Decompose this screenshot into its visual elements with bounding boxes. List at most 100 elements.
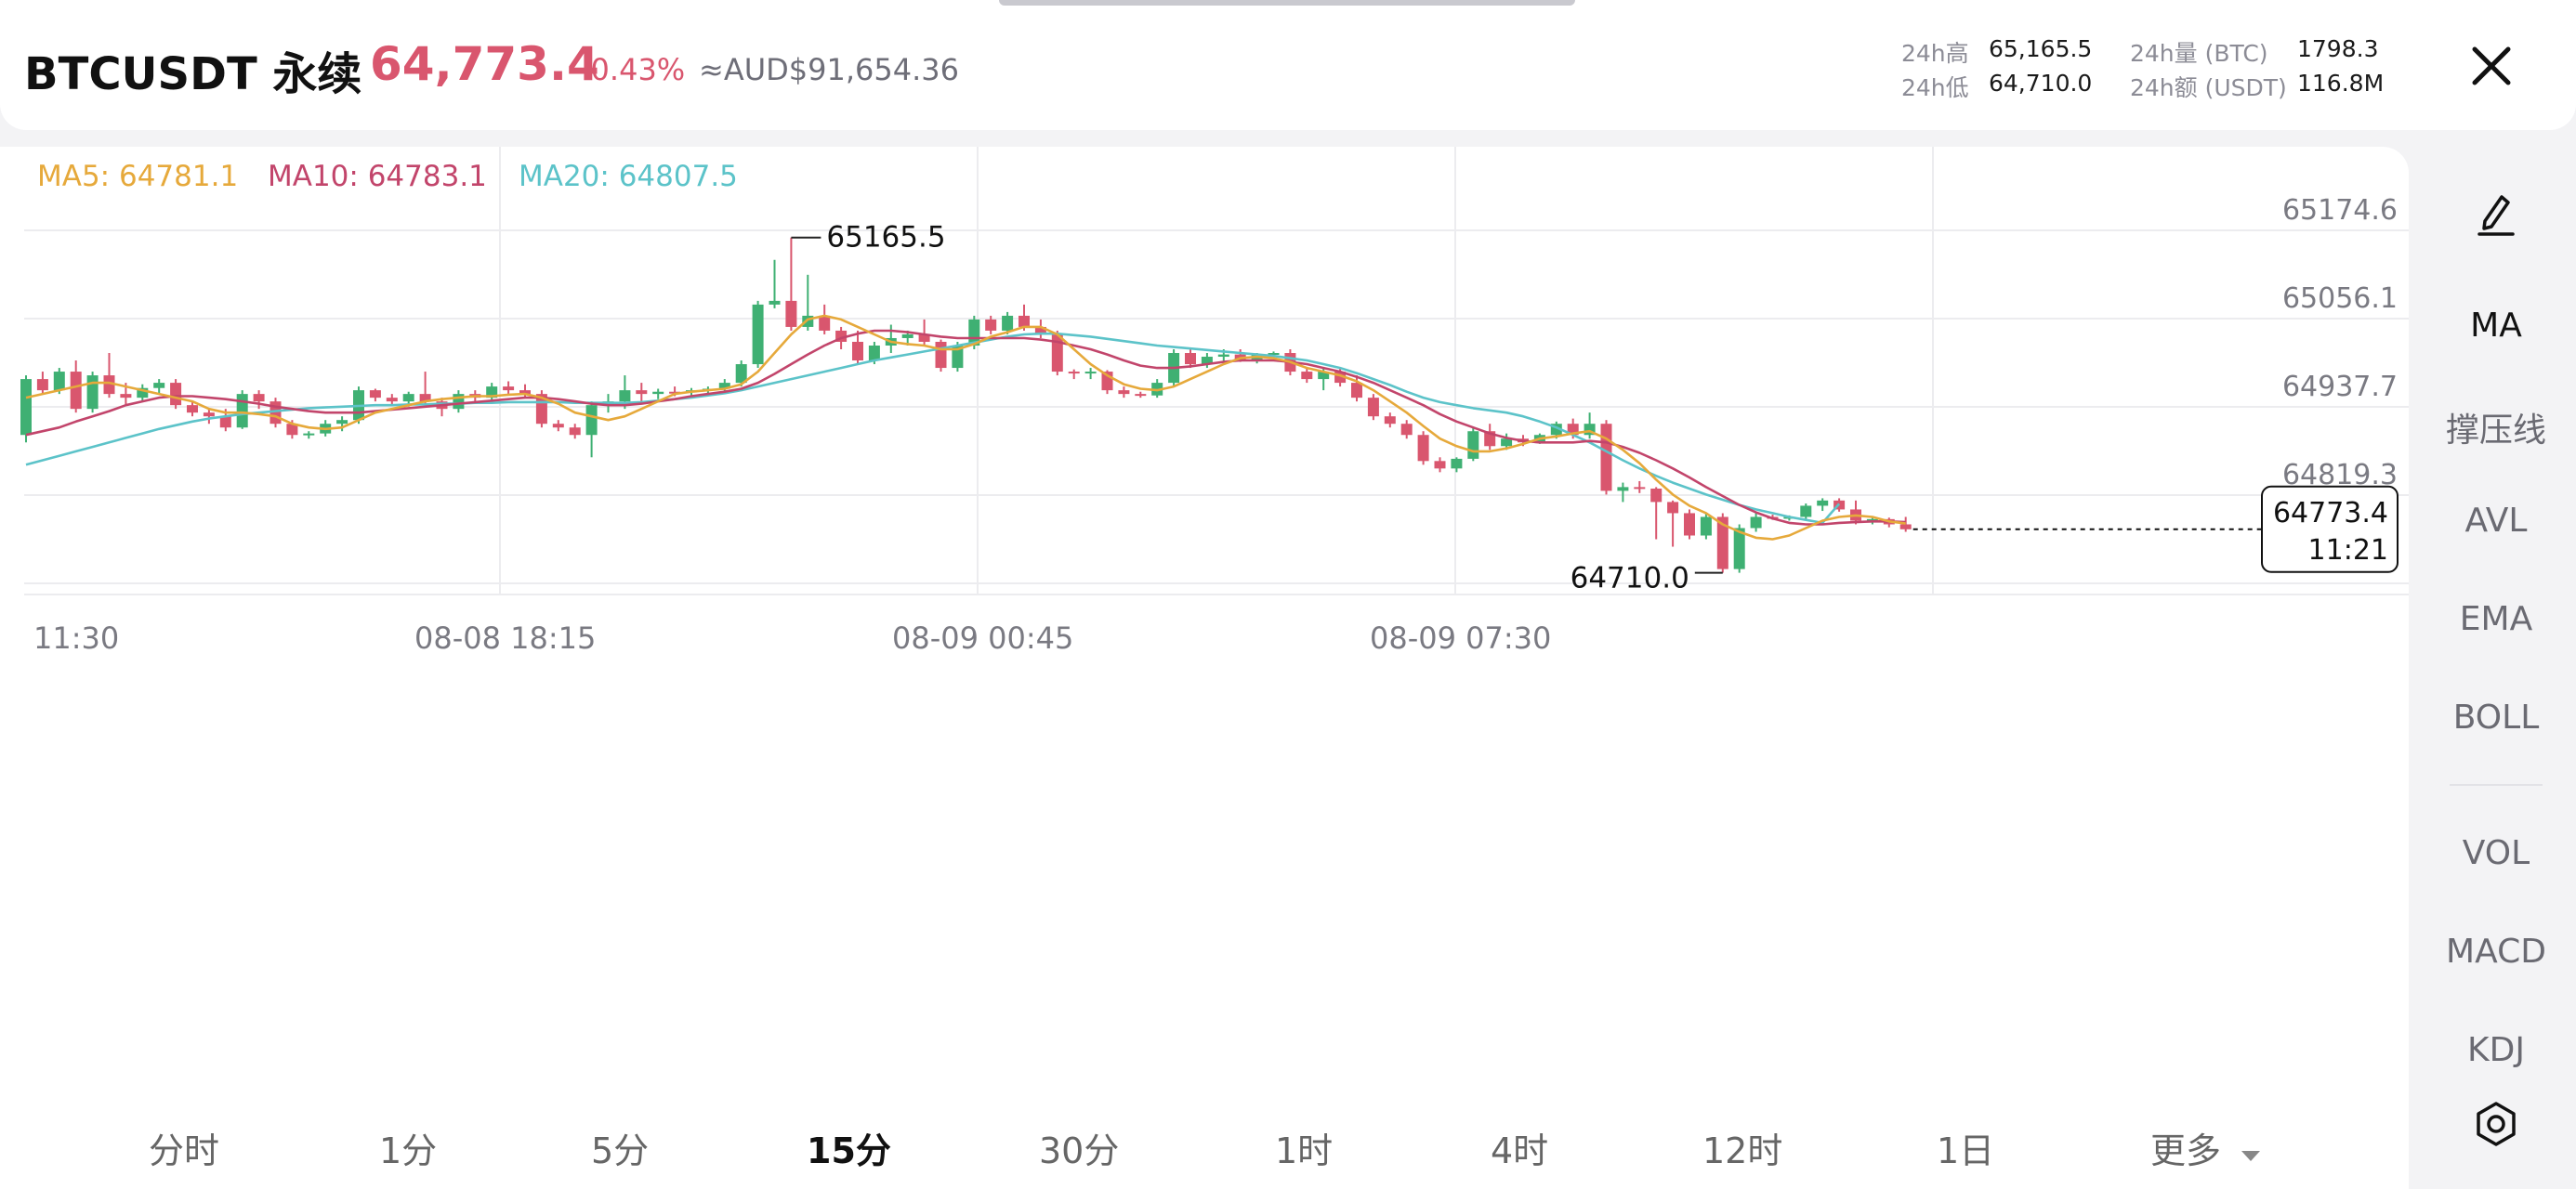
indicator-boll[interactable]: BOLL xyxy=(2452,699,2540,737)
indicator-macd[interactable]: MACD xyxy=(2446,933,2546,971)
candle-body xyxy=(1019,315,1030,327)
candle-body xyxy=(187,405,198,413)
close-icon xyxy=(2472,46,2511,85)
tab-1h[interactable]: 1时 xyxy=(1275,1130,1334,1171)
candle-body xyxy=(303,433,315,436)
x-tick-label: 08-09 00:45 xyxy=(892,621,1073,656)
candle-body xyxy=(1700,516,1712,536)
drag-handle[interactable] xyxy=(999,0,1575,6)
candle-body xyxy=(36,379,48,391)
candle-body xyxy=(552,424,564,428)
indicator-ema[interactable]: EMA xyxy=(2459,600,2533,638)
kline-chart[interactable]: 65174.665056.164937.764819.364700.811:30… xyxy=(0,147,2409,1105)
last-price-tag-countdown: 11:21 xyxy=(2308,534,2388,567)
candle-body xyxy=(203,412,215,417)
ma5-line xyxy=(25,314,1906,541)
close-button[interactable] xyxy=(2461,35,2522,97)
candle-body xyxy=(901,333,913,338)
indicator-settings-button[interactable] xyxy=(2464,1092,2528,1156)
candle-body xyxy=(137,387,149,399)
candle-body xyxy=(852,341,863,361)
indicator-avl[interactable]: AVL xyxy=(2464,502,2528,540)
draw-tool-button[interactable] xyxy=(2464,180,2528,243)
candle-body xyxy=(336,420,348,425)
candle-body xyxy=(1367,398,1379,417)
candle-body xyxy=(20,379,32,436)
ma20-line xyxy=(25,332,1841,525)
stat-label-24h-high: 24h高 xyxy=(1901,40,1969,67)
symbol-title[interactable]: BTCUSDT 永续 xyxy=(24,48,362,100)
candle-body xyxy=(1733,528,1745,569)
interval-tabs: 分时 1分 5分 15分 30分 1时 4时 12时 1日 更多 xyxy=(0,1105,2409,1189)
header-panel: BTCUSDT 永续 64,773.4 -0.43% ≈AUD$91,654.3… xyxy=(0,0,2576,130)
last-price: 64,773.4 xyxy=(370,37,599,91)
candle-body xyxy=(1434,461,1446,469)
y-tick-label: 64937.7 xyxy=(2282,371,2398,403)
candle-body xyxy=(769,300,781,305)
last-price-tag-value: 64773.4 xyxy=(2273,497,2388,529)
candle-body xyxy=(153,383,165,388)
candle-body xyxy=(1684,513,1695,536)
candle-body xyxy=(1451,458,1463,469)
candle-body xyxy=(569,427,581,436)
price-change: -0.43% xyxy=(580,52,686,87)
candle-body xyxy=(985,319,997,331)
candle-body xyxy=(785,300,797,327)
candle-body xyxy=(1600,424,1612,491)
tab-timeline[interactable]: 分时 xyxy=(149,1130,220,1171)
candle-body xyxy=(286,424,298,436)
tab-more-label: 更多 xyxy=(2150,1130,2222,1171)
y-tick-label: 65174.6 xyxy=(2282,194,2398,227)
tab-12h[interactable]: 12时 xyxy=(1702,1130,1783,1171)
candle-body xyxy=(1318,372,1330,380)
stat-value-24h-low: 64,710.0 xyxy=(1989,70,2093,97)
candle-body xyxy=(1750,516,1762,529)
high-price-label: 65165.5 xyxy=(826,221,945,255)
ma10-line xyxy=(25,329,1906,526)
candle-body xyxy=(868,345,880,361)
candle-body xyxy=(1268,353,1280,356)
tab-1d[interactable]: 1日 xyxy=(1937,1130,1995,1171)
candle-body xyxy=(1384,416,1396,425)
candle-body xyxy=(86,375,99,410)
x-tick-label: 08-08 18:15 xyxy=(414,621,596,656)
ma-legend-ma20: MA20: 64807.5 xyxy=(519,160,738,193)
candle-body xyxy=(1800,505,1812,517)
candle-body xyxy=(1084,372,1097,374)
chart-card[interactable]: 65174.665056.164937.764819.364700.811:30… xyxy=(0,147,2409,1189)
approx-fiat-price: ≈AUD$91,654.36 xyxy=(699,52,959,87)
candle-body xyxy=(103,375,115,395)
settings-icon xyxy=(2477,1102,2516,1146)
indicator-ma[interactable]: MA xyxy=(2470,307,2522,345)
candle-body xyxy=(819,315,831,331)
tab-4h[interactable]: 4时 xyxy=(1491,1130,1549,1171)
tab-30m[interactable]: 30分 xyxy=(1039,1130,1120,1171)
candle-body xyxy=(1217,354,1229,358)
candle-body xyxy=(369,390,381,399)
candle-body xyxy=(918,333,930,342)
candle-body xyxy=(219,416,231,428)
tab-15m[interactable]: 15分 xyxy=(807,1130,891,1171)
stat-value-24h-high: 65,165.5 xyxy=(1989,35,2093,62)
candle-body xyxy=(636,390,648,395)
candle-body xyxy=(386,398,398,402)
stat-label-24h-low: 24h低 xyxy=(1901,74,1969,101)
candle-body xyxy=(1467,431,1479,459)
candle-body xyxy=(585,405,598,436)
indicator-vol[interactable]: VOL xyxy=(2462,834,2530,872)
candle-body xyxy=(1866,518,1878,521)
y-tick-label: 65056.1 xyxy=(2282,282,2398,315)
indicator-kdj[interactable]: KDJ xyxy=(2467,1031,2525,1069)
tab-more[interactable]: 更多 xyxy=(2150,1122,2262,1173)
candle-body xyxy=(1002,315,1014,331)
x-tick-label: 08-09 07:30 xyxy=(1370,621,1551,656)
candle-body xyxy=(1400,424,1413,436)
candle-body xyxy=(1051,333,1063,372)
indicator-support-resistance[interactable]: 撑压线 xyxy=(2445,412,2546,450)
candle-body xyxy=(1650,488,1663,503)
candle-body xyxy=(1716,516,1728,569)
tab-5m[interactable]: 5分 xyxy=(591,1130,650,1171)
tab-1m[interactable]: 1分 xyxy=(379,1130,438,1171)
x-tick-label: 11:30 xyxy=(33,621,119,656)
candle-body xyxy=(1351,383,1362,399)
